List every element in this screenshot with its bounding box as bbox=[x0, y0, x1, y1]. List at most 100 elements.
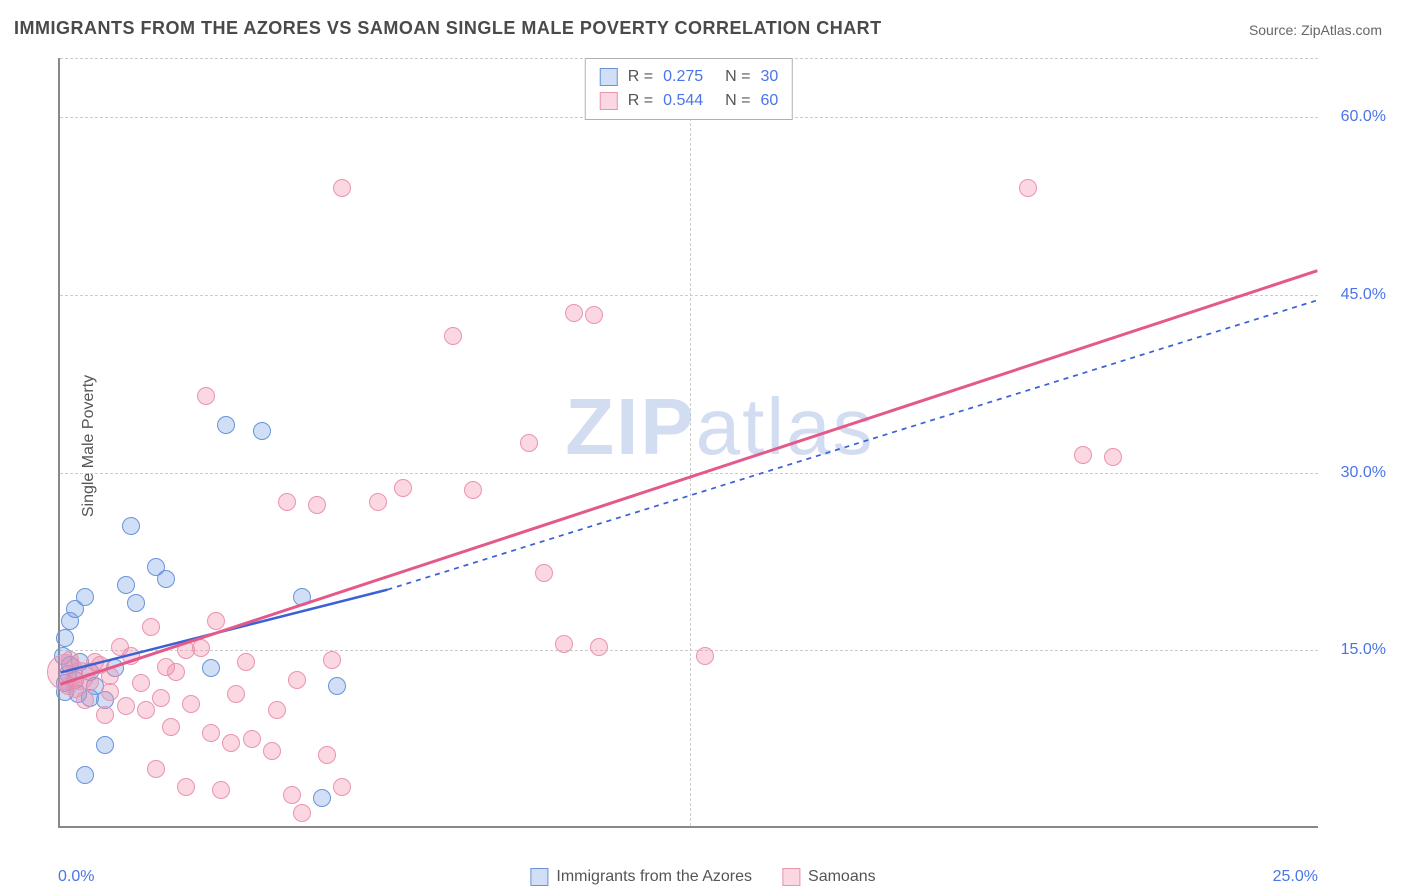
data-point-samoans bbox=[59, 677, 77, 695]
stats-legend: R = 0.275 N = 30 R = 0.544 N = 60 bbox=[585, 58, 793, 120]
watermark-atlas: atlas bbox=[696, 382, 875, 471]
data-point-samoans bbox=[308, 496, 326, 514]
r-label: R = bbox=[628, 65, 653, 89]
legend-label: Samoans bbox=[808, 868, 876, 886]
legend-label: Immigrants from the Azores bbox=[556, 868, 752, 886]
data-point-azores bbox=[76, 766, 94, 784]
data-point-azores bbox=[293, 588, 311, 606]
data-point-samoans bbox=[520, 434, 538, 452]
data-point-samoans bbox=[464, 481, 482, 499]
data-point-samoans bbox=[137, 701, 155, 719]
gridline-horizontal bbox=[60, 295, 1318, 296]
data-point-samoans bbox=[444, 327, 462, 345]
data-point-samoans bbox=[142, 618, 160, 636]
data-point-azores bbox=[122, 517, 140, 535]
data-point-azores bbox=[328, 677, 346, 695]
plot-area: ZIPatlas R = 0.275 N = 30 R = 0.544 N = 60 bbox=[58, 58, 1318, 828]
data-point-samoans bbox=[268, 701, 286, 719]
y-tick-label: 15.0% bbox=[1341, 641, 1386, 659]
data-point-samoans bbox=[333, 778, 351, 796]
data-point-samoans bbox=[243, 730, 261, 748]
data-point-samoans bbox=[222, 734, 240, 752]
data-point-samoans bbox=[96, 706, 114, 724]
data-point-samoans bbox=[111, 638, 129, 656]
source-label: Source: ZipAtlas.com bbox=[1249, 22, 1382, 38]
data-point-samoans bbox=[1074, 446, 1092, 464]
swatch-samoans bbox=[600, 92, 618, 110]
data-point-azores bbox=[202, 659, 220, 677]
data-point-samoans bbox=[278, 493, 296, 511]
data-point-samoans bbox=[207, 612, 225, 630]
r-value: 0.275 bbox=[663, 65, 715, 89]
data-point-samoans bbox=[323, 651, 341, 669]
data-point-samoans bbox=[162, 718, 180, 736]
data-point-azores bbox=[313, 789, 331, 807]
data-point-azores bbox=[76, 588, 94, 606]
r-label: R = bbox=[628, 89, 653, 113]
stats-legend-row-samoans: R = 0.544 N = 60 bbox=[600, 89, 778, 113]
data-point-samoans bbox=[227, 685, 245, 703]
data-point-azores bbox=[217, 416, 235, 434]
data-point-samoans bbox=[1104, 448, 1122, 466]
data-point-samoans bbox=[293, 804, 311, 822]
data-point-samoans bbox=[167, 663, 185, 681]
data-point-samoans bbox=[202, 724, 220, 742]
data-point-azores bbox=[157, 570, 175, 588]
data-point-samoans bbox=[147, 760, 165, 778]
data-point-samoans bbox=[197, 387, 215, 405]
r-value: 0.544 bbox=[663, 89, 715, 113]
n-value: 30 bbox=[760, 65, 778, 89]
data-point-azores bbox=[56, 629, 74, 647]
y-tick-label: 60.0% bbox=[1341, 108, 1386, 126]
data-point-samoans bbox=[535, 564, 553, 582]
data-point-samoans bbox=[177, 778, 195, 796]
data-point-azores bbox=[127, 594, 145, 612]
series-legend: Immigrants from the Azores Samoans bbox=[530, 868, 875, 886]
watermark-zip: ZIP bbox=[565, 382, 695, 471]
gridline-horizontal bbox=[60, 473, 1318, 474]
data-point-samoans bbox=[1019, 179, 1037, 197]
n-value: 60 bbox=[760, 89, 778, 113]
n-label: N = bbox=[725, 65, 750, 89]
data-point-samoans bbox=[81, 673, 99, 691]
data-point-samoans bbox=[192, 639, 210, 657]
data-point-samoans bbox=[283, 786, 301, 804]
data-point-azores bbox=[117, 576, 135, 594]
data-point-samoans bbox=[288, 671, 306, 689]
data-point-samoans bbox=[237, 653, 255, 671]
x-tick-label: 0.0% bbox=[58, 868, 94, 886]
data-point-samoans bbox=[369, 493, 387, 511]
data-point-samoans bbox=[152, 689, 170, 707]
data-point-samoans bbox=[263, 742, 281, 760]
chart-title: IMMIGRANTS FROM THE AZORES VS SAMOAN SIN… bbox=[14, 18, 882, 39]
stats-legend-row-azores: R = 0.275 N = 30 bbox=[600, 65, 778, 89]
data-point-samoans bbox=[318, 746, 336, 764]
data-point-samoans bbox=[182, 695, 200, 713]
data-point-samoans bbox=[61, 651, 79, 669]
data-point-azores bbox=[96, 736, 114, 754]
x-tick-label: 25.0% bbox=[1273, 868, 1318, 886]
trendlines bbox=[60, 58, 1318, 826]
n-label: N = bbox=[725, 89, 750, 113]
data-point-samoans bbox=[91, 656, 109, 674]
swatch-samoans bbox=[782, 868, 800, 886]
data-point-samoans bbox=[590, 638, 608, 656]
swatch-azores bbox=[600, 68, 618, 86]
data-point-samoans bbox=[212, 781, 230, 799]
data-point-samoans bbox=[696, 647, 714, 665]
data-point-samoans bbox=[101, 683, 119, 701]
data-point-samoans bbox=[565, 304, 583, 322]
gridline-horizontal bbox=[60, 650, 1318, 651]
data-point-samoans bbox=[555, 635, 573, 653]
trendline-samoans bbox=[61, 271, 1318, 685]
y-tick-label: 30.0% bbox=[1341, 464, 1386, 482]
swatch-azores bbox=[530, 868, 548, 886]
data-point-samoans bbox=[132, 674, 150, 692]
y-tick-label: 45.0% bbox=[1341, 286, 1386, 304]
data-point-samoans bbox=[394, 479, 412, 497]
legend-item-samoans: Samoans bbox=[782, 868, 876, 886]
watermark: ZIPatlas bbox=[565, 381, 874, 473]
data-point-samoans bbox=[117, 697, 135, 715]
data-point-azores bbox=[253, 422, 271, 440]
data-point-samoans bbox=[585, 306, 603, 324]
